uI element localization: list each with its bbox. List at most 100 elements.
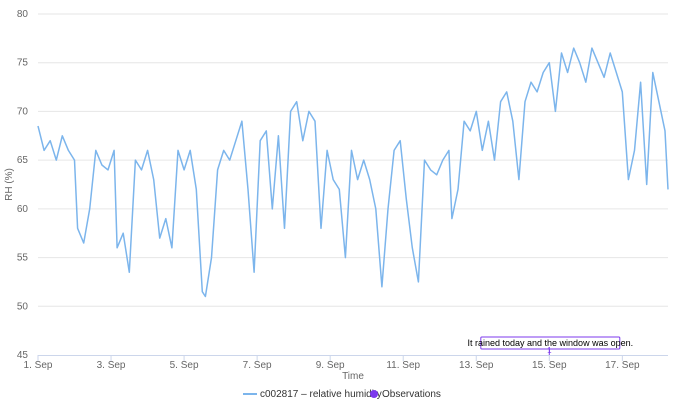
data-point (217, 169, 219, 171)
y-tick-label: 45 (17, 350, 29, 361)
data-point (597, 62, 599, 64)
data-point (603, 76, 605, 78)
data-point (615, 72, 617, 74)
data-point (567, 72, 569, 74)
data-point (223, 149, 225, 151)
legend[interactable]: c002817 – relative humidity Observations (243, 389, 441, 400)
data-point (253, 271, 255, 273)
data-point (609, 52, 611, 54)
data-point (74, 159, 76, 161)
x-tick-label: 11. Sep (386, 360, 420, 371)
data-point (351, 149, 353, 151)
data-point (134, 159, 136, 161)
data-point (399, 140, 401, 142)
x-tick-label: 17. Sep (605, 360, 640, 371)
data-point (554, 110, 556, 112)
data-point (122, 232, 124, 234)
data-point (500, 101, 502, 103)
data-point (147, 149, 149, 151)
data-point (201, 291, 203, 293)
x-tick-label: 7. Sep (243, 360, 272, 371)
y-tick-label: 55 (17, 253, 29, 264)
data-point (548, 62, 550, 64)
data-point (512, 120, 514, 122)
data-point (640, 81, 642, 83)
data-point (664, 130, 666, 132)
x-tick-label: 5. Sep (170, 360, 199, 371)
legend-item-observations[interactable]: Observations (370, 389, 441, 400)
data-point (436, 174, 438, 176)
data-point (235, 140, 237, 142)
data-point (296, 101, 298, 103)
data-point (241, 120, 243, 122)
data-point (302, 140, 304, 142)
data-point (646, 184, 648, 186)
data-point (332, 179, 334, 181)
data-point (634, 149, 636, 151)
data-point (411, 247, 413, 249)
data-point (487, 120, 489, 122)
data-point (55, 159, 57, 161)
data-point (591, 47, 593, 49)
data-point (448, 149, 450, 151)
data-point (195, 188, 197, 190)
data-point (265, 130, 267, 132)
data-point (424, 159, 426, 161)
data-point (165, 218, 167, 220)
data-point (627, 179, 629, 181)
data-point (320, 227, 322, 229)
data-point (621, 91, 623, 93)
data-point (475, 110, 477, 112)
data-point (61, 135, 63, 137)
data-point (387, 208, 389, 210)
data-point (469, 130, 471, 132)
data-point (506, 91, 508, 93)
legend-item-humidity[interactable]: c002817 – relative humidity (243, 389, 382, 400)
data-point (585, 81, 587, 83)
data-point (369, 179, 371, 181)
series-layer (37, 47, 669, 298)
data-point (229, 159, 231, 161)
data-point (381, 286, 383, 288)
data-point (326, 149, 328, 151)
annotation-box (480, 336, 621, 350)
data-point (116, 247, 118, 249)
data-point (153, 179, 155, 181)
annotation: It rained today and the window was open.… (467, 336, 633, 355)
data-point (284, 227, 286, 229)
data-point (524, 101, 526, 103)
data-point (95, 149, 97, 151)
data-point (177, 149, 179, 151)
x-tick-label: 3. Sep (97, 360, 126, 371)
y-tick-label: 65 (17, 155, 29, 166)
data-point (171, 247, 173, 249)
data-point (141, 169, 143, 171)
data-point (338, 188, 340, 190)
x-tick-label: 15. Sep (532, 360, 567, 371)
data-point (344, 257, 346, 259)
data-point (128, 271, 130, 273)
series-line (37, 47, 669, 298)
y-axis-title: RH (%) (4, 168, 15, 201)
y-axis-ticks: 45 50 55 60 65 70 75 80 (17, 9, 29, 361)
gridlines (38, 13, 668, 307)
annotation-text: It rained today and the window was open. (467, 338, 633, 348)
data-point (83, 242, 85, 244)
annotation-marker-label[interactable]: 1 (547, 346, 552, 355)
data-point (658, 101, 660, 103)
data-point (277, 135, 279, 137)
data-point (43, 149, 45, 151)
data-point (247, 188, 249, 190)
data-point (573, 47, 575, 49)
data-point (67, 149, 69, 151)
data-point (89, 208, 91, 210)
data-point (37, 125, 39, 127)
data-point (375, 208, 377, 210)
data-point (457, 188, 459, 190)
data-point (652, 72, 654, 74)
data-point (259, 140, 261, 142)
data-point (579, 62, 581, 64)
y-tick-label: 80 (17, 9, 29, 20)
data-point (159, 237, 161, 239)
